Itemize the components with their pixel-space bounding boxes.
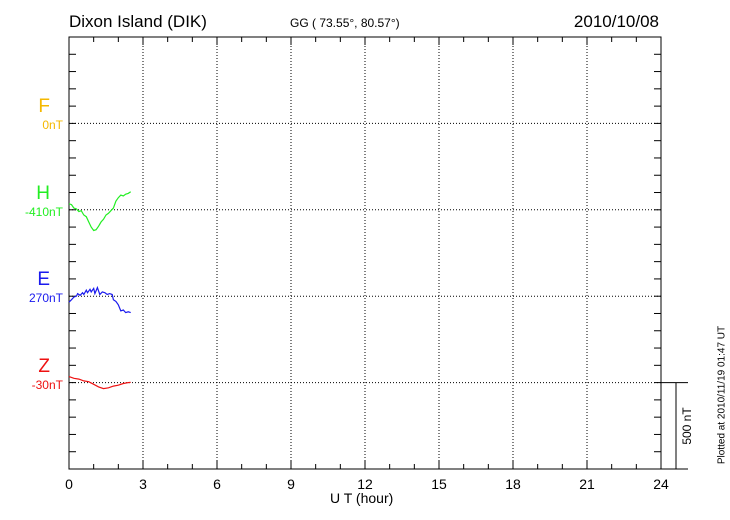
station-title: Dixon Island (DIK)	[69, 12, 207, 31]
component-label-z: Z	[38, 355, 50, 377]
component-label-h: H	[36, 182, 50, 204]
x-tick-label: 0	[65, 476, 73, 492]
x-tick-label: 21	[579, 476, 595, 492]
component-label-f: F	[38, 96, 50, 118]
x-tick-label: 24	[653, 476, 669, 492]
component-label-e: E	[37, 269, 50, 291]
baseline-label-h: -410nT	[24, 204, 63, 219]
x-tick-label: 3	[139, 476, 147, 492]
trace-z	[68, 376, 131, 390]
x-tick-label: 12	[357, 476, 373, 492]
station-coords: GG ( 73.55°, 80.57°)	[290, 16, 400, 30]
trace-h	[68, 191, 132, 232]
baseline-label-e: 270nT	[28, 291, 63, 306]
trace-e	[68, 285, 131, 314]
x-tick-label: 6	[213, 476, 221, 492]
x-axis-label: U T (hour)	[330, 490, 394, 506]
baseline-label-f: 0nT	[42, 118, 63, 133]
baseline-label-z: -30nT	[31, 377, 63, 392]
x-tick-label: 9	[287, 476, 295, 492]
x-tick-label: 18	[505, 476, 521, 492]
plot-date: 2010/10/08	[573, 12, 659, 31]
x-tick-label: 15	[431, 476, 447, 492]
